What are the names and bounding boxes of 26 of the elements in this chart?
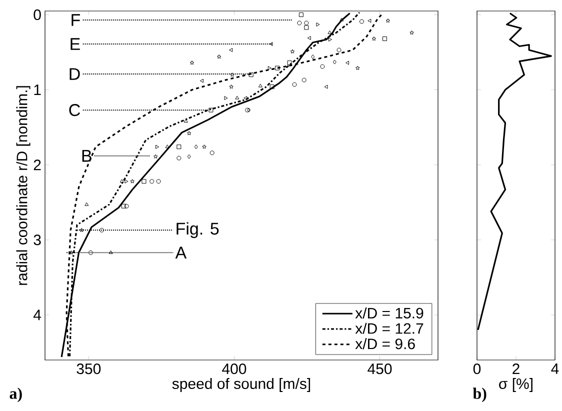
text: a) bbox=[10, 388, 22, 402]
x-tick-label: 0 bbox=[473, 364, 481, 374]
legend-label: x/D = 12.7 bbox=[355, 322, 424, 334]
y-tick-label: 4 bbox=[33, 310, 42, 320]
annotation: E bbox=[70, 38, 80, 50]
x-tick-label: 350 bbox=[76, 364, 101, 374]
x-tick-label: 4 bbox=[551, 364, 559, 374]
annotation: Fig. 5 bbox=[176, 222, 219, 238]
annotation: D bbox=[70, 68, 80, 80]
y-axis-title: radial coordinate r/D [nondim.] bbox=[16, 86, 30, 285]
text: b) bbox=[472, 388, 486, 402]
annotation: C bbox=[69, 104, 80, 116]
y-tick-label: 2 bbox=[34, 160, 41, 170]
annotation: F bbox=[72, 14, 80, 26]
x-axis-title: speed of sound [m/s] bbox=[172, 378, 310, 392]
legend-label: x/D = 15.9 bbox=[355, 307, 424, 318]
y-tick-label: 0 bbox=[34, 9, 41, 20]
annotation: B bbox=[82, 150, 92, 162]
x-tick-label: 400 bbox=[222, 364, 246, 374]
annotation: A bbox=[175, 246, 187, 259]
legend-label: x/D = 9.6 bbox=[355, 338, 415, 350]
x-axis-title: σ [%] bbox=[499, 378, 532, 392]
y-tick-label: 3 bbox=[34, 234, 41, 246]
x-tick-label: 450 bbox=[368, 364, 392, 374]
x-tick-label: 2 bbox=[512, 364, 520, 374]
y-tick-label: 1 bbox=[34, 84, 41, 95]
